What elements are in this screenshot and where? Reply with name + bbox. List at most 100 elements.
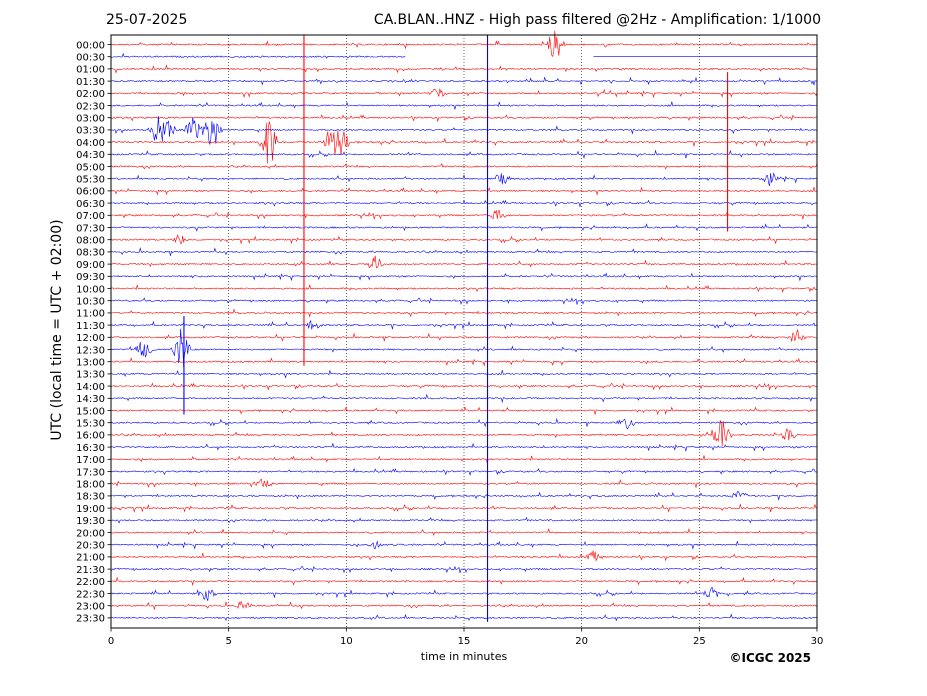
trace-row <box>110 101 817 110</box>
copyright-notice: ©ICGC 2025 <box>729 651 811 665</box>
trace-row <box>110 308 818 318</box>
y-tick-label: 00:00 <box>76 40 105 51</box>
trace-row <box>110 247 818 256</box>
trace-row <box>110 382 818 391</box>
trace-row <box>110 284 818 293</box>
y-tick-label: 00:30 <box>76 53 105 64</box>
x-tick-label: 0 <box>108 636 114 647</box>
trace-row <box>110 491 818 501</box>
trace-row <box>110 116 818 145</box>
trace-row <box>110 76 818 86</box>
x-tick-label: 30 <box>811 636 824 647</box>
trace-row <box>110 297 818 305</box>
trace-row <box>110 540 818 550</box>
trace-row <box>111 30 818 58</box>
trace-row <box>110 114 818 123</box>
y-tick-label: 21:30 <box>76 565 105 576</box>
y-tick-label: 22:00 <box>76 577 105 588</box>
trace-row <box>110 613 818 622</box>
y-tick-label: 14:00 <box>76 382 105 393</box>
x-tick-label: 15 <box>458 636 471 647</box>
y-tick-label: 15:00 <box>76 406 105 417</box>
y-tick-label: 23:00 <box>76 602 105 613</box>
trace-row <box>110 64 818 74</box>
y-tick-label: 08:00 <box>76 236 105 247</box>
trace-row <box>110 88 818 99</box>
trace-row <box>110 272 818 282</box>
trace-row <box>111 420 817 447</box>
trace-row <box>110 467 818 476</box>
trace-row <box>110 576 818 587</box>
y-tick-label: 13:30 <box>76 370 105 381</box>
trace-row <box>110 328 818 342</box>
chart-title: CA.BLAN..HNZ - High pass filtered @2Hz -… <box>373 12 821 28</box>
y-tick-label: 09:00 <box>76 260 105 271</box>
y-tick-label: 12:00 <box>76 333 105 344</box>
x-axis-label: time in minutes <box>420 650 508 663</box>
y-tick-label: 04:00 <box>76 138 105 149</box>
y-tick-label: 16:30 <box>76 443 105 454</box>
y-tick-label: 10:30 <box>76 297 105 308</box>
trace-row <box>110 527 818 536</box>
y-tick-label: 04:30 <box>76 150 105 161</box>
trace-row <box>110 357 818 367</box>
x-tick-label: 5 <box>225 636 231 647</box>
trace-row <box>110 223 818 232</box>
y-tick-label: 19:00 <box>76 504 105 515</box>
trace-row <box>110 370 818 378</box>
x-tick-label: 25 <box>693 636 706 647</box>
trace-row <box>110 209 818 221</box>
y-tick-label: 06:00 <box>76 187 105 198</box>
chart-date: 25-07-2025 <box>106 12 188 28</box>
y-tick-label: 10:00 <box>76 284 105 295</box>
trace-row <box>110 503 818 513</box>
y-tick-label: 18:30 <box>76 492 105 503</box>
trace-row <box>110 199 818 208</box>
y-tick-label: 07:00 <box>76 211 105 222</box>
y-tick-label: 05:00 <box>76 162 105 173</box>
y-tick-label: 11:30 <box>76 321 105 332</box>
y-tick-label: 05:30 <box>76 175 105 186</box>
trace-row <box>110 565 817 574</box>
y-tick-label: 22:30 <box>76 589 105 600</box>
trace-row <box>110 52 406 59</box>
trace-row <box>110 600 818 611</box>
x-tick-label: 10 <box>340 636 353 647</box>
trace-row <box>110 121 818 164</box>
y-tick-label: 07:30 <box>76 223 105 234</box>
trace-row <box>110 442 818 453</box>
trace-row <box>110 393 818 404</box>
y-tick-label: 12:30 <box>76 345 105 356</box>
trace-row <box>110 328 818 368</box>
y-tick-label: 01:00 <box>76 65 105 76</box>
y-tick-label: 06:30 <box>76 199 105 210</box>
trace-row <box>110 234 818 245</box>
trace-row <box>110 550 818 562</box>
y-tick-label: 11:00 <box>76 309 105 320</box>
y-tick-label: 19:30 <box>76 516 105 527</box>
y-tick-label: 02:00 <box>76 89 105 100</box>
y-tick-label: 14:30 <box>76 394 105 405</box>
trace-row <box>110 406 818 416</box>
y-tick-label: 15:30 <box>76 419 105 430</box>
y-tick-label: 20:00 <box>76 528 105 539</box>
trace-row <box>111 149 818 159</box>
trace-row <box>110 320 818 330</box>
trace-row <box>110 516 818 524</box>
y-tick-label: 01:30 <box>76 77 105 88</box>
trace-row <box>110 187 818 196</box>
trace-row <box>110 162 818 170</box>
trace-row <box>110 478 818 489</box>
y-tick-label: 17:00 <box>76 455 105 466</box>
trace-row <box>110 586 818 601</box>
trace-row <box>110 255 818 269</box>
y-tick-label: 17:30 <box>76 467 105 478</box>
y-tick-label: 23:30 <box>76 614 105 625</box>
y-tick-label: 02:30 <box>76 101 105 112</box>
y-tick-label: 13:00 <box>76 358 105 369</box>
trace-row <box>111 455 818 464</box>
y-tick-label: 08:30 <box>76 248 105 259</box>
y-tick-label: 21:00 <box>76 553 105 564</box>
y-tick-label: 16:00 <box>76 431 105 442</box>
